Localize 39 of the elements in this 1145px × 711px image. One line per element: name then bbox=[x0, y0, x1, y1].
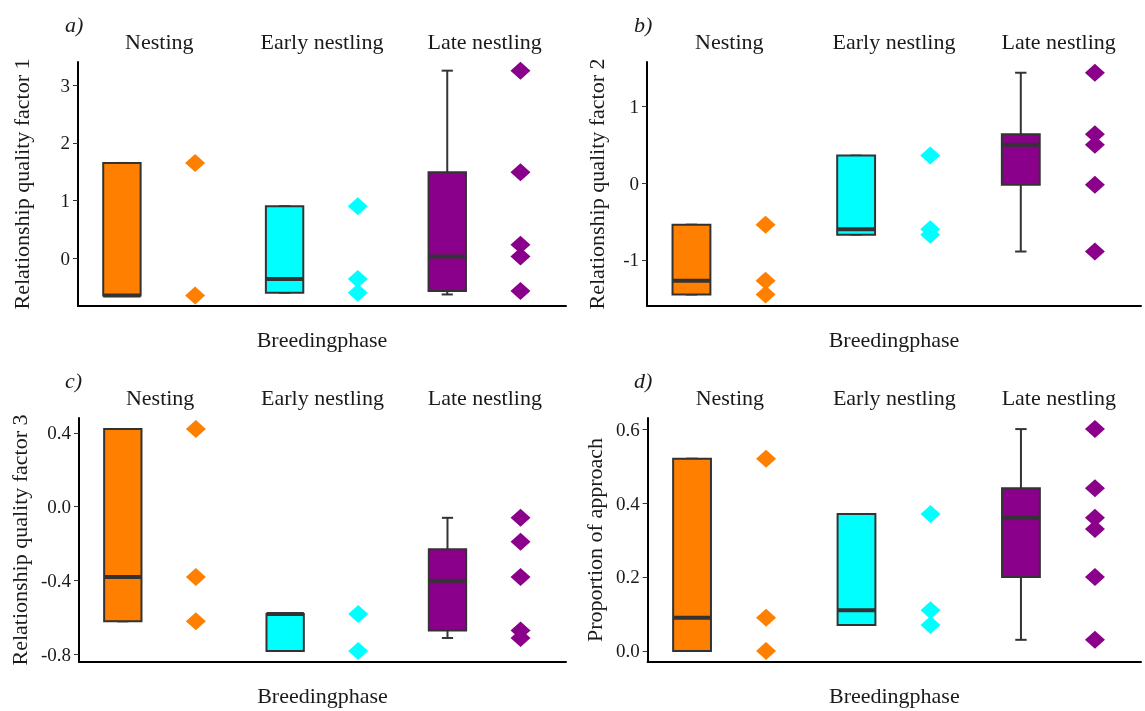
chart-title: d) bbox=[634, 367, 653, 393]
y-tick-label: -0.4 bbox=[40, 570, 72, 592]
x-axis-title: Breedingphase bbox=[257, 682, 388, 708]
y-tick-label: 1 bbox=[629, 96, 639, 117]
y-tick-label: 0.2 bbox=[615, 566, 640, 588]
x-tick-label: Early nestling bbox=[260, 28, 384, 54]
y-tick-label: 0.4 bbox=[615, 492, 641, 514]
x-tick-label: Late nestling bbox=[1001, 28, 1116, 54]
x-axis-title: Breedingphase bbox=[828, 682, 960, 708]
y-tick-label: 0.0 bbox=[615, 640, 640, 662]
y-tick-label: 1 bbox=[60, 189, 70, 211]
x-tick-label: Early nestling bbox=[832, 28, 956, 54]
x-tick-label: Nesting bbox=[695, 28, 764, 54]
x-tick-label: Early nestling bbox=[832, 384, 956, 410]
x-tick-label: Late nestling bbox=[427, 384, 542, 410]
x-axis-title: Breedingphase bbox=[256, 326, 388, 352]
y-tick-label: 0 bbox=[60, 247, 70, 269]
x-axis-title: Breedingphase bbox=[828, 326, 960, 352]
y-axis-title: Proportion of approach bbox=[581, 437, 607, 643]
y-tick-label: 2 bbox=[60, 132, 70, 154]
y-axis-title: Relationship quality factor 2 bbox=[583, 58, 609, 310]
y-tick-label: 0.0 bbox=[47, 496, 71, 518]
x-tick-label: Early nestling bbox=[261, 384, 384, 410]
y-axis-title: Relationship quality factor 1 bbox=[8, 58, 34, 310]
y-tick-label: 3 bbox=[60, 74, 70, 96]
chart-title: a) bbox=[65, 11, 84, 37]
chart-title: b) bbox=[634, 11, 653, 37]
x-tick-label: Late nestling bbox=[1001, 384, 1116, 410]
chart-title: c) bbox=[65, 367, 83, 393]
y-tick-label: -1 bbox=[623, 249, 639, 271]
y-tick-label: 0.4 bbox=[47, 422, 72, 444]
x-tick-label: Late nestling bbox=[427, 28, 542, 54]
y-axis-title: Relationship quality factor 3 bbox=[6, 414, 32, 666]
x-tick-label: Nesting bbox=[695, 384, 765, 410]
y-tick-label: 0 bbox=[629, 172, 639, 194]
x-tick-label: Nesting bbox=[125, 28, 194, 54]
y-tick-label: 0.6 bbox=[615, 418, 640, 440]
x-tick-label: Nesting bbox=[125, 384, 195, 410]
y-tick-label: -0.8 bbox=[40, 644, 71, 666]
